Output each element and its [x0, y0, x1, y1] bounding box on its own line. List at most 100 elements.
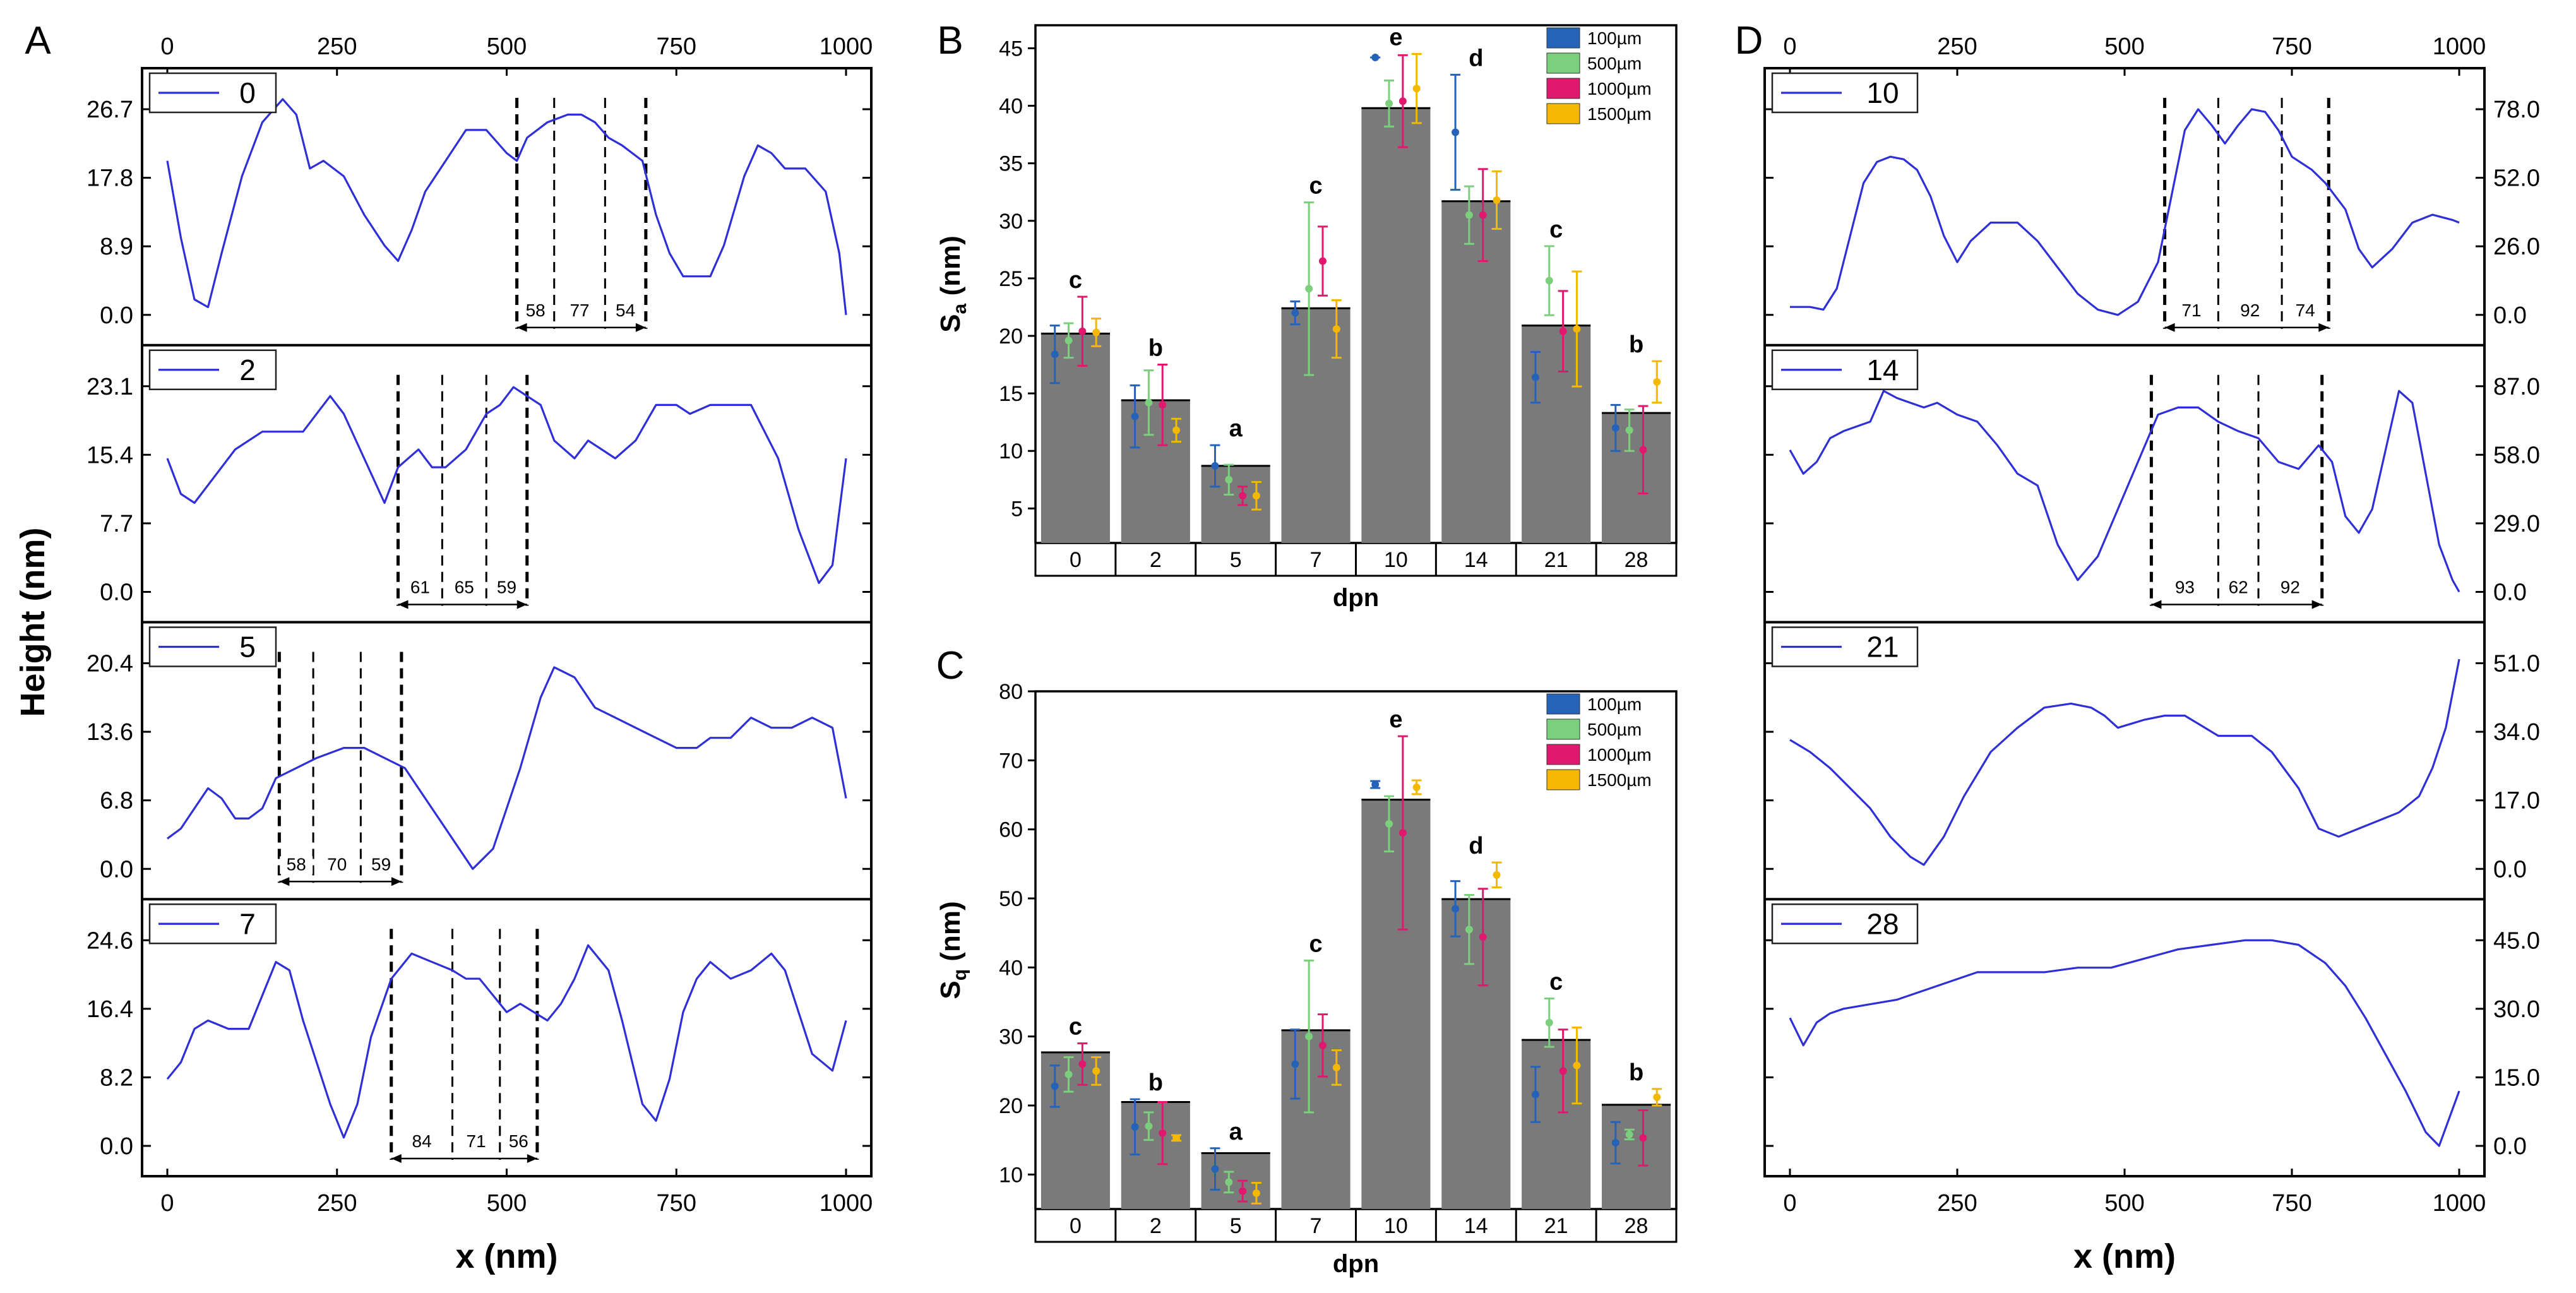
top-x-tick-label: 0: [160, 33, 174, 60]
category-label: 14: [1464, 548, 1488, 572]
data-point-1500µm: [1573, 1061, 1581, 1070]
data-point-1000µm: [1318, 257, 1327, 265]
bar-14: [1441, 201, 1511, 543]
y-tick-label: 40: [999, 95, 1023, 119]
segment-label: 59: [371, 854, 391, 874]
bottom-x-tick-label: 250: [1937, 1190, 1977, 1217]
significance-letter: c: [1549, 217, 1563, 243]
y-axis-label-sub: q: [950, 969, 970, 980]
legend-label: 100µm: [1587, 694, 1642, 714]
segment-arrowhead: [516, 323, 527, 332]
data-point-100µm: [1452, 128, 1460, 136]
y-tick-label: 26.0: [2493, 234, 2540, 260]
category-label: 0: [1070, 548, 1082, 572]
data-point-500µm: [1225, 1178, 1233, 1186]
y-tick-label: 78.0: [2493, 97, 2540, 123]
segment-label: 59: [497, 578, 516, 597]
y-tick-label: 5: [1011, 497, 1023, 521]
segment-label: 92: [2240, 301, 2260, 320]
segment-label-bg: [2233, 302, 2267, 320]
significance-letter: c: [1549, 969, 1563, 996]
bar-0: [1041, 1052, 1110, 1209]
data-point-1000µm: [1159, 1129, 1167, 1137]
data-point-500µm: [1225, 475, 1233, 484]
data-point-1000µm: [1639, 446, 1647, 454]
segment-arrowhead: [2311, 600, 2322, 609]
data-point-1500µm: [1092, 328, 1100, 337]
y-tick-label: 30.0: [2493, 996, 2540, 1023]
category-label: 2: [1150, 548, 1162, 572]
segment-label: 71: [467, 1131, 486, 1151]
segment-arrowhead: [2151, 600, 2162, 609]
data-point-500µm: [1545, 277, 1553, 285]
data-point-1000µm: [1239, 1187, 1247, 1195]
segment-arrowhead: [398, 600, 408, 609]
data-point-1500µm: [1493, 871, 1501, 879]
data-point-1000µm: [1159, 401, 1167, 409]
segment-arrowhead: [516, 600, 527, 609]
data-point-1000µm: [1479, 933, 1487, 941]
segment-label: 84: [412, 1131, 432, 1151]
data-point-100µm: [1611, 424, 1619, 432]
significance-letter: b: [1629, 1059, 1643, 1086]
bar-2: [1121, 1102, 1190, 1209]
data-point-1500µm: [1653, 378, 1661, 386]
data-point-100µm: [1131, 412, 1139, 420]
segment-arrowhead: [2318, 323, 2329, 332]
x-axis-label: x (nm): [456, 1237, 558, 1275]
significance-letter: c: [1309, 931, 1322, 957]
y-axis-label: Sa (nm): [935, 235, 970, 333]
data-point-1500µm: [1493, 196, 1501, 204]
top-x-tick-label: 0: [1783, 33, 1796, 60]
segment-label-bg: [519, 302, 552, 320]
data-point-500µm: [1625, 1130, 1633, 1138]
y-tick-label: 34.0: [2493, 719, 2540, 746]
top-x-tick-label: 750: [2272, 33, 2311, 60]
y-tick-label: 0.0: [100, 302, 133, 329]
bottom-x-tick-label: 500: [487, 1190, 527, 1217]
segment-label-bg: [490, 579, 523, 597]
data-point-100µm: [1371, 780, 1380, 789]
data-point-1500µm: [1252, 492, 1260, 500]
segment-label-bg: [502, 1133, 535, 1151]
legend-swatch: [1546, 103, 1580, 124]
panel-letter: A: [25, 19, 51, 63]
data-point-1000µm: [1078, 327, 1087, 335]
legend-label: 1500µm: [1587, 104, 1652, 124]
bar-5: [1201, 465, 1270, 543]
data-point-1500µm: [1332, 1063, 1340, 1071]
data-point-100µm: [1211, 462, 1219, 470]
x-axis-label: dpn: [1333, 1250, 1379, 1278]
data-point-500µm: [1545, 1018, 1553, 1027]
legend-swatch: [1546, 718, 1580, 740]
y-tick-label: 17.0: [2493, 788, 2540, 814]
segment-label-bg: [364, 856, 398, 874]
significance-letter: b: [1629, 331, 1643, 358]
data-point-1000µm: [1559, 1067, 1567, 1075]
bottom-x-tick-label: 1000: [2433, 1190, 2486, 1217]
legend-label: 100µm: [1587, 28, 1642, 48]
bar-7: [1281, 308, 1351, 543]
segment-label-bg: [448, 579, 481, 597]
legend-box: [1771, 72, 1919, 114]
data-point-100µm: [1131, 1123, 1139, 1131]
y-tick-label: 20.4: [86, 651, 133, 677]
legend-swatch: [1546, 693, 1580, 715]
data-point-1000µm: [1078, 1060, 1087, 1068]
y-axis-label-rest: (nm): [935, 901, 966, 969]
data-point-1000µm: [1639, 1134, 1647, 1142]
top-x-tick-label: 500: [487, 33, 527, 60]
panel-letter: B: [937, 19, 963, 63]
category-label: 5: [1230, 548, 1242, 572]
y-tick-label: 45: [999, 37, 1023, 61]
y-tick-label: 26.7: [86, 97, 133, 123]
significance-letter: a: [1229, 1119, 1243, 1145]
y-tick-label: 50: [999, 887, 1023, 911]
bar-2: [1121, 400, 1190, 543]
data-point-500µm: [1465, 926, 1473, 934]
data-point-500µm: [1305, 285, 1313, 293]
panel-letter: D: [1735, 19, 1763, 63]
bar-10: [1361, 799, 1431, 1209]
data-point-1500µm: [1172, 426, 1181, 434]
